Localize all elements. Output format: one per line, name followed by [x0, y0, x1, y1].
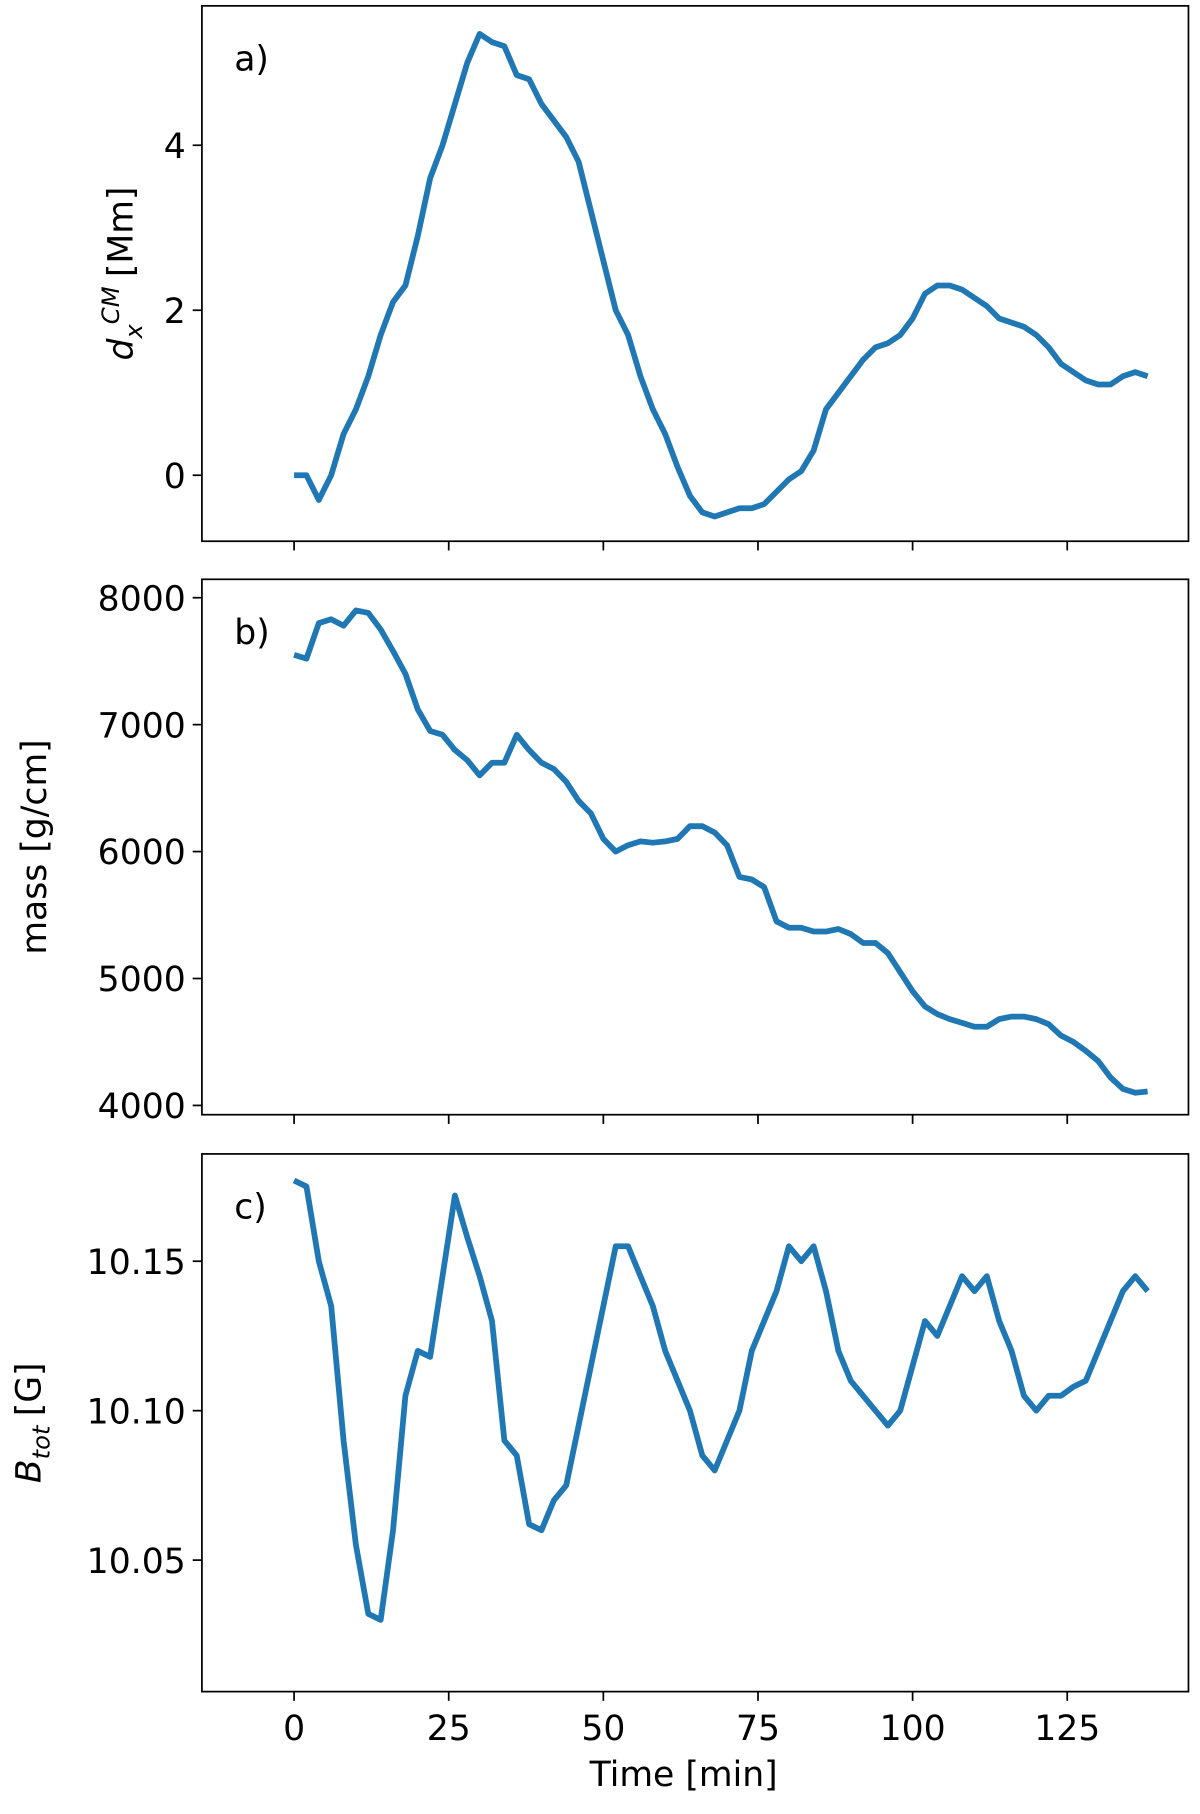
- data-line: [292, 1177, 1150, 1623]
- y-tick-label: 6000: [98, 833, 186, 873]
- y-label-sub: x: [120, 324, 148, 340]
- x-tick-label: 75: [736, 1709, 780, 1749]
- axes-frame: [201, 1153, 1190, 1693]
- x-tick-label: 100: [880, 1709, 946, 1749]
- data-line: [293, 607, 1148, 1096]
- y-label-unit: [Mm]: [102, 187, 142, 278]
- y-tick-label: 0: [164, 457, 186, 497]
- data-line: [294, 31, 1149, 520]
- axes-frame: [201, 4, 1190, 543]
- y-label-base: mass [g/cm]: [15, 739, 55, 954]
- y-tick-label: 8000: [98, 579, 186, 619]
- x-tick-label: 50: [581, 1709, 625, 1749]
- panel-label: c): [234, 1188, 267, 1228]
- y-tick-label: 10.10: [87, 1392, 186, 1432]
- y-axis-label: dxCM [Mm]: [97, 187, 148, 361]
- axes-frame: [201, 578, 1190, 1116]
- x-tick-label: 25: [427, 1709, 471, 1749]
- y-label-sub: tot: [28, 1424, 56, 1459]
- y-tick-label: 4000: [98, 1087, 186, 1127]
- y-tick-label: 5000: [98, 960, 186, 1000]
- y-label-sup: CM: [97, 286, 125, 324]
- y-label-base: d: [102, 338, 142, 361]
- y-tick-label: 10.15: [87, 1243, 186, 1283]
- y-label-unit: [G]: [9, 1362, 49, 1416]
- y-tick-label: 10.05: [87, 1542, 186, 1582]
- panel-label: a): [234, 39, 269, 79]
- y-axis-label: mass [g/cm]: [15, 739, 55, 954]
- y-tick-label: 2: [164, 292, 186, 332]
- y-tick-label: 4: [164, 127, 186, 167]
- panel-label: b): [234, 613, 269, 653]
- y-label-base: B: [9, 1459, 49, 1483]
- x-axis-label: Time [min]: [589, 1755, 778, 1795]
- x-tick-label: 125: [1034, 1709, 1100, 1749]
- y-tick-label: 7000: [98, 706, 186, 746]
- x-tick-label: 0: [283, 1709, 305, 1749]
- y-axis-label: Btot [G]: [9, 1362, 55, 1483]
